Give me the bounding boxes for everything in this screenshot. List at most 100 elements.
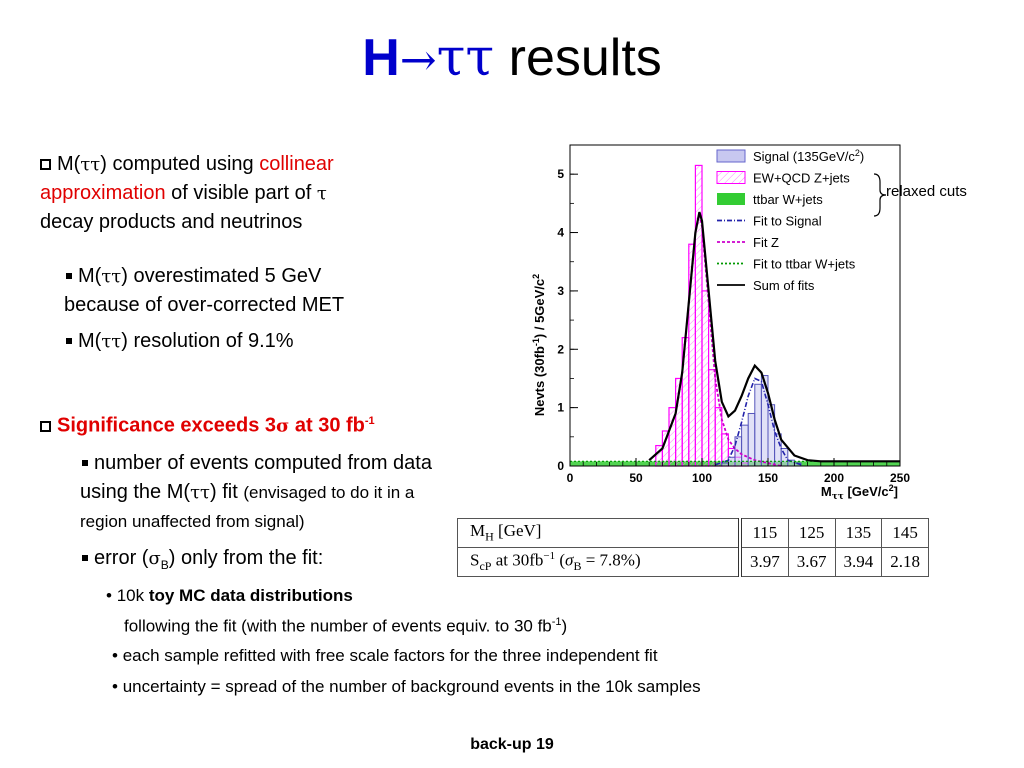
b1-text: M( <box>57 153 81 175</box>
b2c-sup: -1 <box>551 616 562 628</box>
bullet-number-events: number of events computed from data usin… <box>80 449 540 536</box>
x-tick-label: 50 <box>629 471 643 485</box>
table-cell: 3.97 <box>739 546 789 578</box>
table-row: ScP at 30fb−1 (σB = 7.8%) 3.97 3.67 3.94… <box>457 546 929 578</box>
tau-symbol: ττ <box>101 266 122 287</box>
b2a-text-l2-post: ) fit <box>209 481 244 503</box>
tau-symbol: ττ <box>101 331 122 352</box>
plot-frame <box>569 144 901 467</box>
x-tick-label: 150 <box>758 471 778 485</box>
b2d-text: each sample refitted with free scale fac… <box>122 646 658 665</box>
chart-ylabel: Nevts (30fb-1) / 5GeV/c2 <box>531 274 547 416</box>
signal-bar <box>754 383 762 467</box>
b1-red-approximation: approximation <box>40 182 166 204</box>
table-cell: 2.18 <box>881 546 929 578</box>
b1-text-l2: of visible part of <box>165 182 317 204</box>
legend-label: Signal (135GeV/c2) <box>753 148 864 164</box>
b2a-small: (envisaged to do it in a <box>243 483 415 502</box>
b2-text: Significance exceeds 3 <box>57 414 277 437</box>
square-bullet-icon <box>66 338 72 344</box>
y-tick-label: 4 <box>557 226 564 240</box>
b2e-text: uncertainty = spread of the number of ba… <box>122 677 701 696</box>
bullet-collinear: M(ττ) computed using collinear approxima… <box>40 150 460 237</box>
b2-sup: -1 <box>364 415 375 427</box>
bullet-resolution: M(ττ) resolution of 9.1% <box>64 327 464 356</box>
legend-label: EW+QCD Z+jets <box>753 171 850 186</box>
title-h: H <box>362 29 400 87</box>
square-bullet-icon <box>82 460 88 466</box>
legend-label: Sum of fits <box>753 278 815 293</box>
dot-bullet-icon: • <box>112 677 123 696</box>
title-rest: results <box>494 29 662 87</box>
y-tick-label: 2 <box>557 342 564 356</box>
legend-swatch <box>717 193 745 205</box>
table-cell: 125 <box>787 518 836 548</box>
brace-icon <box>873 173 887 217</box>
b2b-text-post: ) only from the fit: <box>168 547 324 569</box>
y-tick-label: 5 <box>557 167 564 181</box>
bullet-significance: Significance exceeds 3σ at 30 fb-1 <box>40 407 500 441</box>
b2a-small-l3: region unaffected from signal) <box>80 512 305 531</box>
legend-label: Fit to ttbar W+jets <box>753 257 856 272</box>
square-bullet-icon <box>82 555 88 561</box>
b1a-text-post: ) overestimated 5 GeV <box>121 265 322 287</box>
legend-swatch <box>716 171 746 184</box>
chart-legend: Signal (135GeV/c2) EW+QCD Z+jets ttbar W+j… <box>716 148 864 293</box>
b1a-text-l2: because of over-corrected MET <box>64 294 345 316</box>
table-header-mh: MH [GeV] <box>457 518 742 548</box>
b2c-text-l2-post: ) <box>561 616 568 636</box>
mass-distribution-chart: 0 50 100 150 200 250 0 1 2 3 4 5 Signal (135GeV/c2)… <box>531 144 910 502</box>
y-tick-label: 3 <box>557 284 564 298</box>
bullet-overestimated: M(ττ) overestimated 5 GeV because of ove… <box>64 262 464 320</box>
y-tick-label: 0 <box>557 459 564 473</box>
b2b-text: error ( <box>94 547 149 569</box>
b2b-sub: B <box>160 558 169 572</box>
table-cell: 145 <box>881 518 929 548</box>
z-jets-bar <box>701 290 710 467</box>
z-jets-bar <box>708 369 716 467</box>
chart-xlabel: Mττ [GeV/c2] <box>821 483 898 502</box>
b1-red-collinear: collinear <box>259 153 334 175</box>
table-row: MH [GeV] 115 125 135 145 <box>457 518 929 548</box>
b2c-text-l2: following the fit (with the number of ev… <box>124 616 552 636</box>
x-tick-label: 250 <box>890 471 910 485</box>
x-tick-label: 200 <box>824 471 844 485</box>
tau-symbol: ττ <box>80 154 101 175</box>
b1-text-mid: ) computed using <box>100 153 260 175</box>
sigma-symbol: σ <box>148 548 161 569</box>
b1a-text: M( <box>78 265 102 287</box>
title-taus: ττ <box>436 28 495 88</box>
bullet-uncertainty: • uncertainty = spread of the number of … <box>112 674 932 700</box>
b2-text-post: at 30 fb <box>289 414 365 437</box>
b2a-text-l2: using the M( <box>80 481 191 503</box>
bullet-toy-mc: • 10k toy MC data distributions followin… <box>106 583 746 640</box>
fit-sum-line <box>648 211 900 463</box>
fit-signal-line <box>714 377 802 466</box>
checkbox-bullet-icon <box>40 159 51 170</box>
b2a-text-l1: number of events computed from data <box>94 452 432 474</box>
legend-swatch <box>716 149 746 163</box>
title-arrow: → <box>399 35 437 86</box>
legend-label: Fit to Signal <box>753 214 822 229</box>
b1b-text: M( <box>78 330 102 352</box>
square-bullet-icon <box>66 273 72 279</box>
b2c-bold: toy MC data distributions <box>148 586 353 605</box>
tau-symbol: ττ <box>190 482 210 503</box>
table-cell: 3.94 <box>834 546 883 578</box>
x-tick-label: 0 <box>567 471 574 485</box>
table-header-scp: ScP at 30fb−1 (σB = 7.8%) <box>457 546 742 578</box>
signal-bar <box>741 424 749 467</box>
b1-text-l3: decay products and neutrinos <box>40 211 303 233</box>
slide-title: H→ττ results <box>0 28 1024 91</box>
b1b-text-post: ) resolution of 9.1% <box>121 330 294 352</box>
plot-area <box>570 164 900 467</box>
significance-table: MH [GeV] 115 125 135 145 ScP at 30fb−1 (… <box>457 518 929 578</box>
tau-symbol: τ <box>316 183 327 204</box>
relaxed-cuts-annotation: relaxed cuts <box>886 183 967 200</box>
checkbox-bullet-icon <box>40 420 51 432</box>
table-cell: 135 <box>834 518 883 548</box>
bullet-error: error (σB) only from the fit: <box>80 544 440 580</box>
table-cell: 3.67 <box>787 546 836 578</box>
slide-footer: back-up 19 <box>470 736 554 753</box>
legend-label: ttbar W+jets <box>753 192 823 207</box>
